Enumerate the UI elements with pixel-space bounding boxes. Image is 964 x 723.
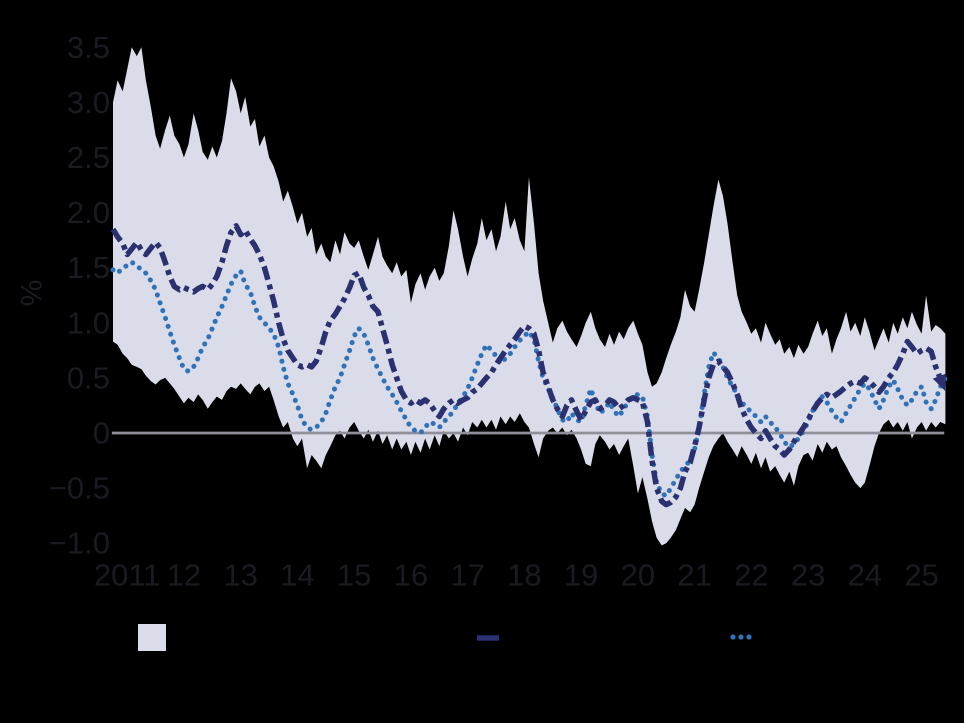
y-axis-tick-label: 0 [93, 416, 110, 451]
y-axis-tick-label: 2.0 [67, 195, 110, 230]
legend-dot-icon [730, 634, 736, 640]
x-axis-tick-label: 18 [507, 558, 541, 593]
x-axis-tick-label: 23 [791, 558, 825, 593]
x-axis-tick-label: 20 [621, 558, 655, 593]
x-axis-tick-label: 24 [848, 558, 882, 593]
x-axis-tick-label: 15 [337, 558, 371, 593]
x-axis-tick-label: 25 [904, 558, 938, 593]
y-axis-tick-label: 2.5 [67, 140, 110, 175]
legend-dot-icon [738, 634, 744, 640]
y-axis-title: % [16, 280, 49, 307]
x-axis-tick-label: 16 [394, 558, 428, 593]
x-axis-tick-label: 13 [223, 558, 257, 593]
legend-dot-icon [746, 634, 752, 640]
y-axis-tick-label: 0.5 [67, 360, 110, 395]
trend-arrow-icon [932, 373, 946, 392]
x-axis-tick-label: 22 [734, 558, 768, 593]
x-axis-tick-label: 14 [280, 558, 314, 593]
legend-band-swatch [138, 624, 166, 651]
x-axis-tick-label: 21 [677, 558, 711, 593]
y-axis-tick-label: 3.5 [67, 30, 110, 65]
y-axis-tick-label: 1.5 [67, 250, 110, 285]
x-axis-tick-label: 17 [450, 558, 484, 593]
x-axis-tick-label: 2011 [94, 558, 161, 593]
x-axis-tick-label: 12 [167, 558, 201, 593]
x-axis-tick-label: 19 [564, 558, 598, 593]
y-axis-tick-label: 1.0 [67, 305, 110, 340]
y-axis-tick-label: 3.0 [67, 85, 110, 120]
y-axis-tick-label: −1.0 [49, 526, 110, 561]
dash-dot-series-line [110, 223, 946, 508]
y-axis-tick-label: −0.5 [49, 471, 110, 506]
